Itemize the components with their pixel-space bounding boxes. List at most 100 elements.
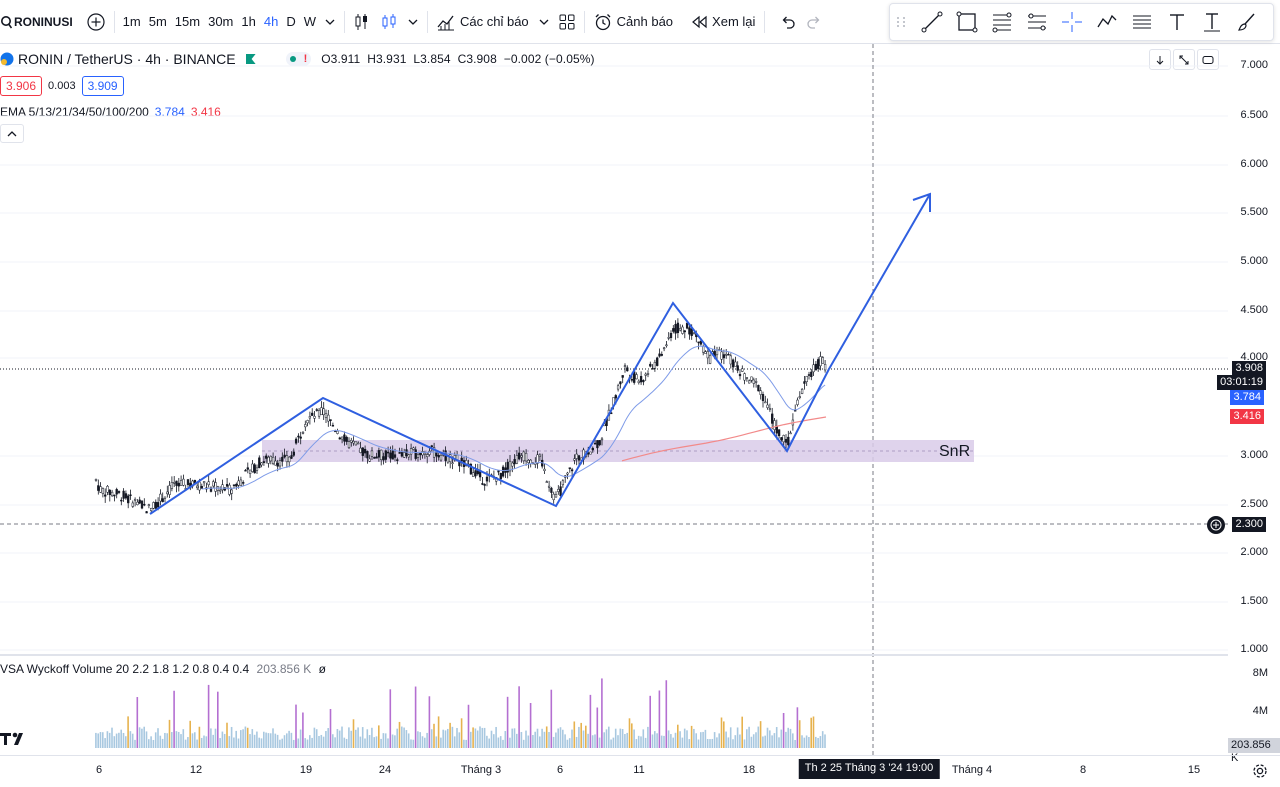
candle-body bbox=[216, 486, 220, 491]
candle-body bbox=[729, 355, 732, 365]
volume-bar bbox=[541, 728, 543, 748]
timeframe-30m-button[interactable]: 30m bbox=[208, 14, 234, 29]
brush-tool[interactable] bbox=[1229, 6, 1264, 38]
indicators-dropdown[interactable] bbox=[534, 7, 554, 37]
crosshair-tool[interactable] bbox=[1054, 6, 1089, 38]
volume-bar bbox=[596, 707, 599, 748]
undo-button[interactable] bbox=[775, 7, 801, 37]
candle-body bbox=[451, 462, 454, 464]
candle-body bbox=[175, 480, 178, 486]
trend-line-tool[interactable] bbox=[914, 6, 949, 38]
candle-body bbox=[113, 494, 116, 497]
volume-bar bbox=[723, 721, 725, 748]
candle-body bbox=[380, 449, 383, 461]
tradingview-logo[interactable] bbox=[0, 728, 30, 751]
projection-arrow-line[interactable] bbox=[828, 193, 931, 370]
indicators-button[interactable]: Các chỉ báo bbox=[432, 7, 534, 37]
candlestick-icon bbox=[382, 13, 396, 29]
volume-bar bbox=[99, 732, 102, 748]
volume-bar bbox=[387, 738, 389, 748]
replay-button[interactable]: Xem lại bbox=[686, 7, 760, 37]
timeframe-1h-button[interactable]: 1h bbox=[241, 14, 256, 29]
chart-type-button[interactable] bbox=[375, 7, 403, 37]
symbol-title[interactable]: RONIN / TetherUS · 4h · BINANCE bbox=[18, 51, 236, 67]
candle-body bbox=[810, 371, 813, 378]
candle-body bbox=[340, 436, 344, 440]
volume-bar bbox=[504, 731, 507, 748]
drag-handle[interactable] bbox=[894, 12, 908, 32]
volume-bar bbox=[138, 727, 141, 748]
symbol-name: RONINUSI bbox=[14, 14, 73, 29]
volume-bar bbox=[725, 731, 727, 748]
timeframe-15m-button[interactable]: 15m bbox=[174, 14, 201, 29]
grid-layout-icon bbox=[559, 14, 575, 29]
timeframe-dropdown[interactable] bbox=[320, 7, 340, 37]
volume-bar bbox=[401, 726, 403, 748]
volume-bar bbox=[642, 729, 645, 748]
volume-bar bbox=[502, 739, 504, 748]
volume-bar bbox=[313, 727, 316, 748]
candle-body bbox=[527, 460, 530, 463]
candle-body bbox=[386, 451, 390, 454]
candle-body bbox=[787, 436, 790, 446]
volume-bar bbox=[762, 736, 764, 748]
price-chart[interactable] bbox=[0, 44, 1228, 755]
compare-symbol-button[interactable] bbox=[82, 7, 110, 37]
fib-retracement-tool[interactable] bbox=[984, 6, 1019, 38]
chart-settings-button[interactable] bbox=[1252, 763, 1268, 782]
volume-bar bbox=[453, 736, 456, 748]
volume-legend[interactable]: VSA Wyckoff Volume 20 2.2 1.8 1.2 0.8 0.… bbox=[0, 662, 326, 676]
volume-bar bbox=[428, 696, 431, 748]
volume-bar bbox=[732, 739, 734, 748]
candle-body bbox=[782, 435, 785, 443]
candle-body bbox=[304, 424, 307, 428]
anchored-text-tool[interactable] bbox=[1194, 6, 1229, 38]
time-axis[interactable]: 6 12 19 24 Tháng 3 6 11 18 Tháng 4 8 15 Th 2 25 Th… bbox=[0, 755, 1280, 787]
candle-body bbox=[469, 463, 473, 475]
rectangle-tool[interactable] bbox=[949, 6, 984, 38]
candle-body bbox=[281, 456, 284, 462]
volume-bar bbox=[757, 726, 760, 748]
bar-style-button[interactable] bbox=[349, 7, 375, 37]
candle-body bbox=[311, 412, 314, 416]
alert-button[interactable]: Cảnh báo bbox=[589, 7, 678, 37]
symbol-search-button[interactable]: RONINUSI bbox=[0, 7, 78, 37]
collapse-pane-button[interactable] bbox=[1197, 49, 1219, 70]
collapse-legend-button[interactable] bbox=[0, 124, 24, 143]
move-pane-down-button[interactable] bbox=[1149, 49, 1171, 70]
timeframe-1m-button[interactable]: 1m bbox=[122, 14, 141, 29]
candle-body bbox=[812, 364, 815, 373]
zigzag-pattern-line[interactable] bbox=[149, 301, 830, 515]
timeframe-4h-button[interactable]: 4h bbox=[263, 14, 279, 29]
toolbar-divider bbox=[427, 10, 428, 33]
path-tool[interactable] bbox=[1089, 6, 1124, 38]
timeframe-d-button[interactable]: D bbox=[286, 14, 296, 29]
data-status-badge[interactable]: ! bbox=[285, 52, 312, 66]
fib-retracement-icon bbox=[992, 12, 1011, 33]
candle-body bbox=[219, 489, 222, 492]
add-alert-button[interactable] bbox=[1207, 516, 1225, 534]
candle-body bbox=[738, 374, 742, 377]
price-tick-label: 6.500 bbox=[1240, 109, 1268, 121]
horizontal-lines-tool[interactable] bbox=[1124, 6, 1159, 38]
redo-button[interactable] bbox=[801, 7, 827, 37]
candle-body bbox=[363, 448, 367, 454]
candle-body bbox=[784, 438, 788, 443]
buy-price-button[interactable]: 3.909 bbox=[81, 76, 124, 96]
volume-bar bbox=[302, 712, 304, 748]
volume-bar bbox=[771, 735, 773, 748]
volume-bar bbox=[539, 736, 541, 748]
layouts-button[interactable] bbox=[554, 7, 580, 37]
timeframe-5m-button[interactable]: 5m bbox=[148, 14, 167, 29]
pitchfork-tool[interactable] bbox=[1019, 6, 1054, 38]
volume-bar bbox=[568, 738, 571, 748]
volume-bar bbox=[120, 729, 122, 748]
volume-bar bbox=[426, 732, 428, 748]
maximize-pane-button[interactable] bbox=[1173, 49, 1195, 70]
chart-type-dropdown[interactable] bbox=[403, 7, 423, 37]
price-scale[interactable]: 7.000 6.500 6.000 5.500 5.000 4.500 4.000 3.000… bbox=[1217, 44, 1280, 764]
volume-bar bbox=[217, 691, 219, 748]
sell-price-button[interactable]: 3.906 bbox=[0, 76, 43, 96]
text-tool[interactable] bbox=[1159, 6, 1194, 38]
timeframe-w-button[interactable]: W bbox=[303, 14, 316, 29]
